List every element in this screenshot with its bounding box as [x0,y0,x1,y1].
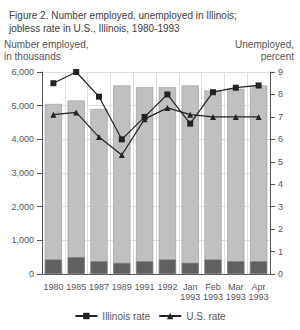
svg-text:1991: 1991 [135,282,155,292]
svg-text:Jan: Jan [183,282,198,292]
svg-text:1987: 1987 [89,282,109,292]
svg-text:1993: 1993 [249,292,269,302]
svg-text:4: 4 [278,179,283,189]
svg-text:3,000: 3,000 [11,168,34,178]
svg-text:1993: 1993 [226,292,246,302]
svg-text:1985: 1985 [66,282,86,292]
svg-text:8: 8 [278,89,283,99]
svg-text:1,000: 1,000 [11,235,34,245]
svg-text:Mar: Mar [228,282,244,292]
svg-text:in thousands: in thousands [4,51,61,62]
svg-text:5,000: 5,000 [11,101,34,111]
svg-text:6: 6 [278,134,283,144]
svg-text:6,000: 6,000 [11,67,34,77]
svg-text:1980: 1980 [43,282,63,292]
svg-text:jobless rate in U.S., Illinois: jobless rate in U.S., Illinois, 1980-199… [8,23,180,34]
svg-text:Number employed,: Number employed, [4,39,88,50]
svg-text:0: 0 [278,269,283,279]
svg-text:Apr: Apr [252,282,266,292]
svg-text:Unemployed,: Unemployed, [235,39,294,50]
svg-text:0: 0 [29,269,34,279]
svg-text:2: 2 [278,224,283,234]
svg-text:U.S. rate: U.S. rate [186,311,226,322]
svg-text:Illinois rate: Illinois rate [102,311,150,322]
svg-text:Feb: Feb [205,282,221,292]
svg-text:1992: 1992 [157,282,177,292]
svg-text:1993: 1993 [180,292,200,302]
svg-text:Figure 2. Number employed, une: Figure 2. Number employed, unemployed in… [9,10,237,21]
svg-text:4,000: 4,000 [11,134,34,144]
svg-text:5: 5 [278,157,283,167]
svg-text:2,000: 2,000 [11,202,34,212]
svg-text:7: 7 [278,112,283,122]
svg-text:3: 3 [278,202,283,212]
svg-text:1989: 1989 [112,282,132,292]
svg-text:1993: 1993 [203,292,223,302]
svg-text:1: 1 [278,247,283,257]
svg-text:percent: percent [261,51,295,62]
svg-text:9: 9 [278,67,283,77]
